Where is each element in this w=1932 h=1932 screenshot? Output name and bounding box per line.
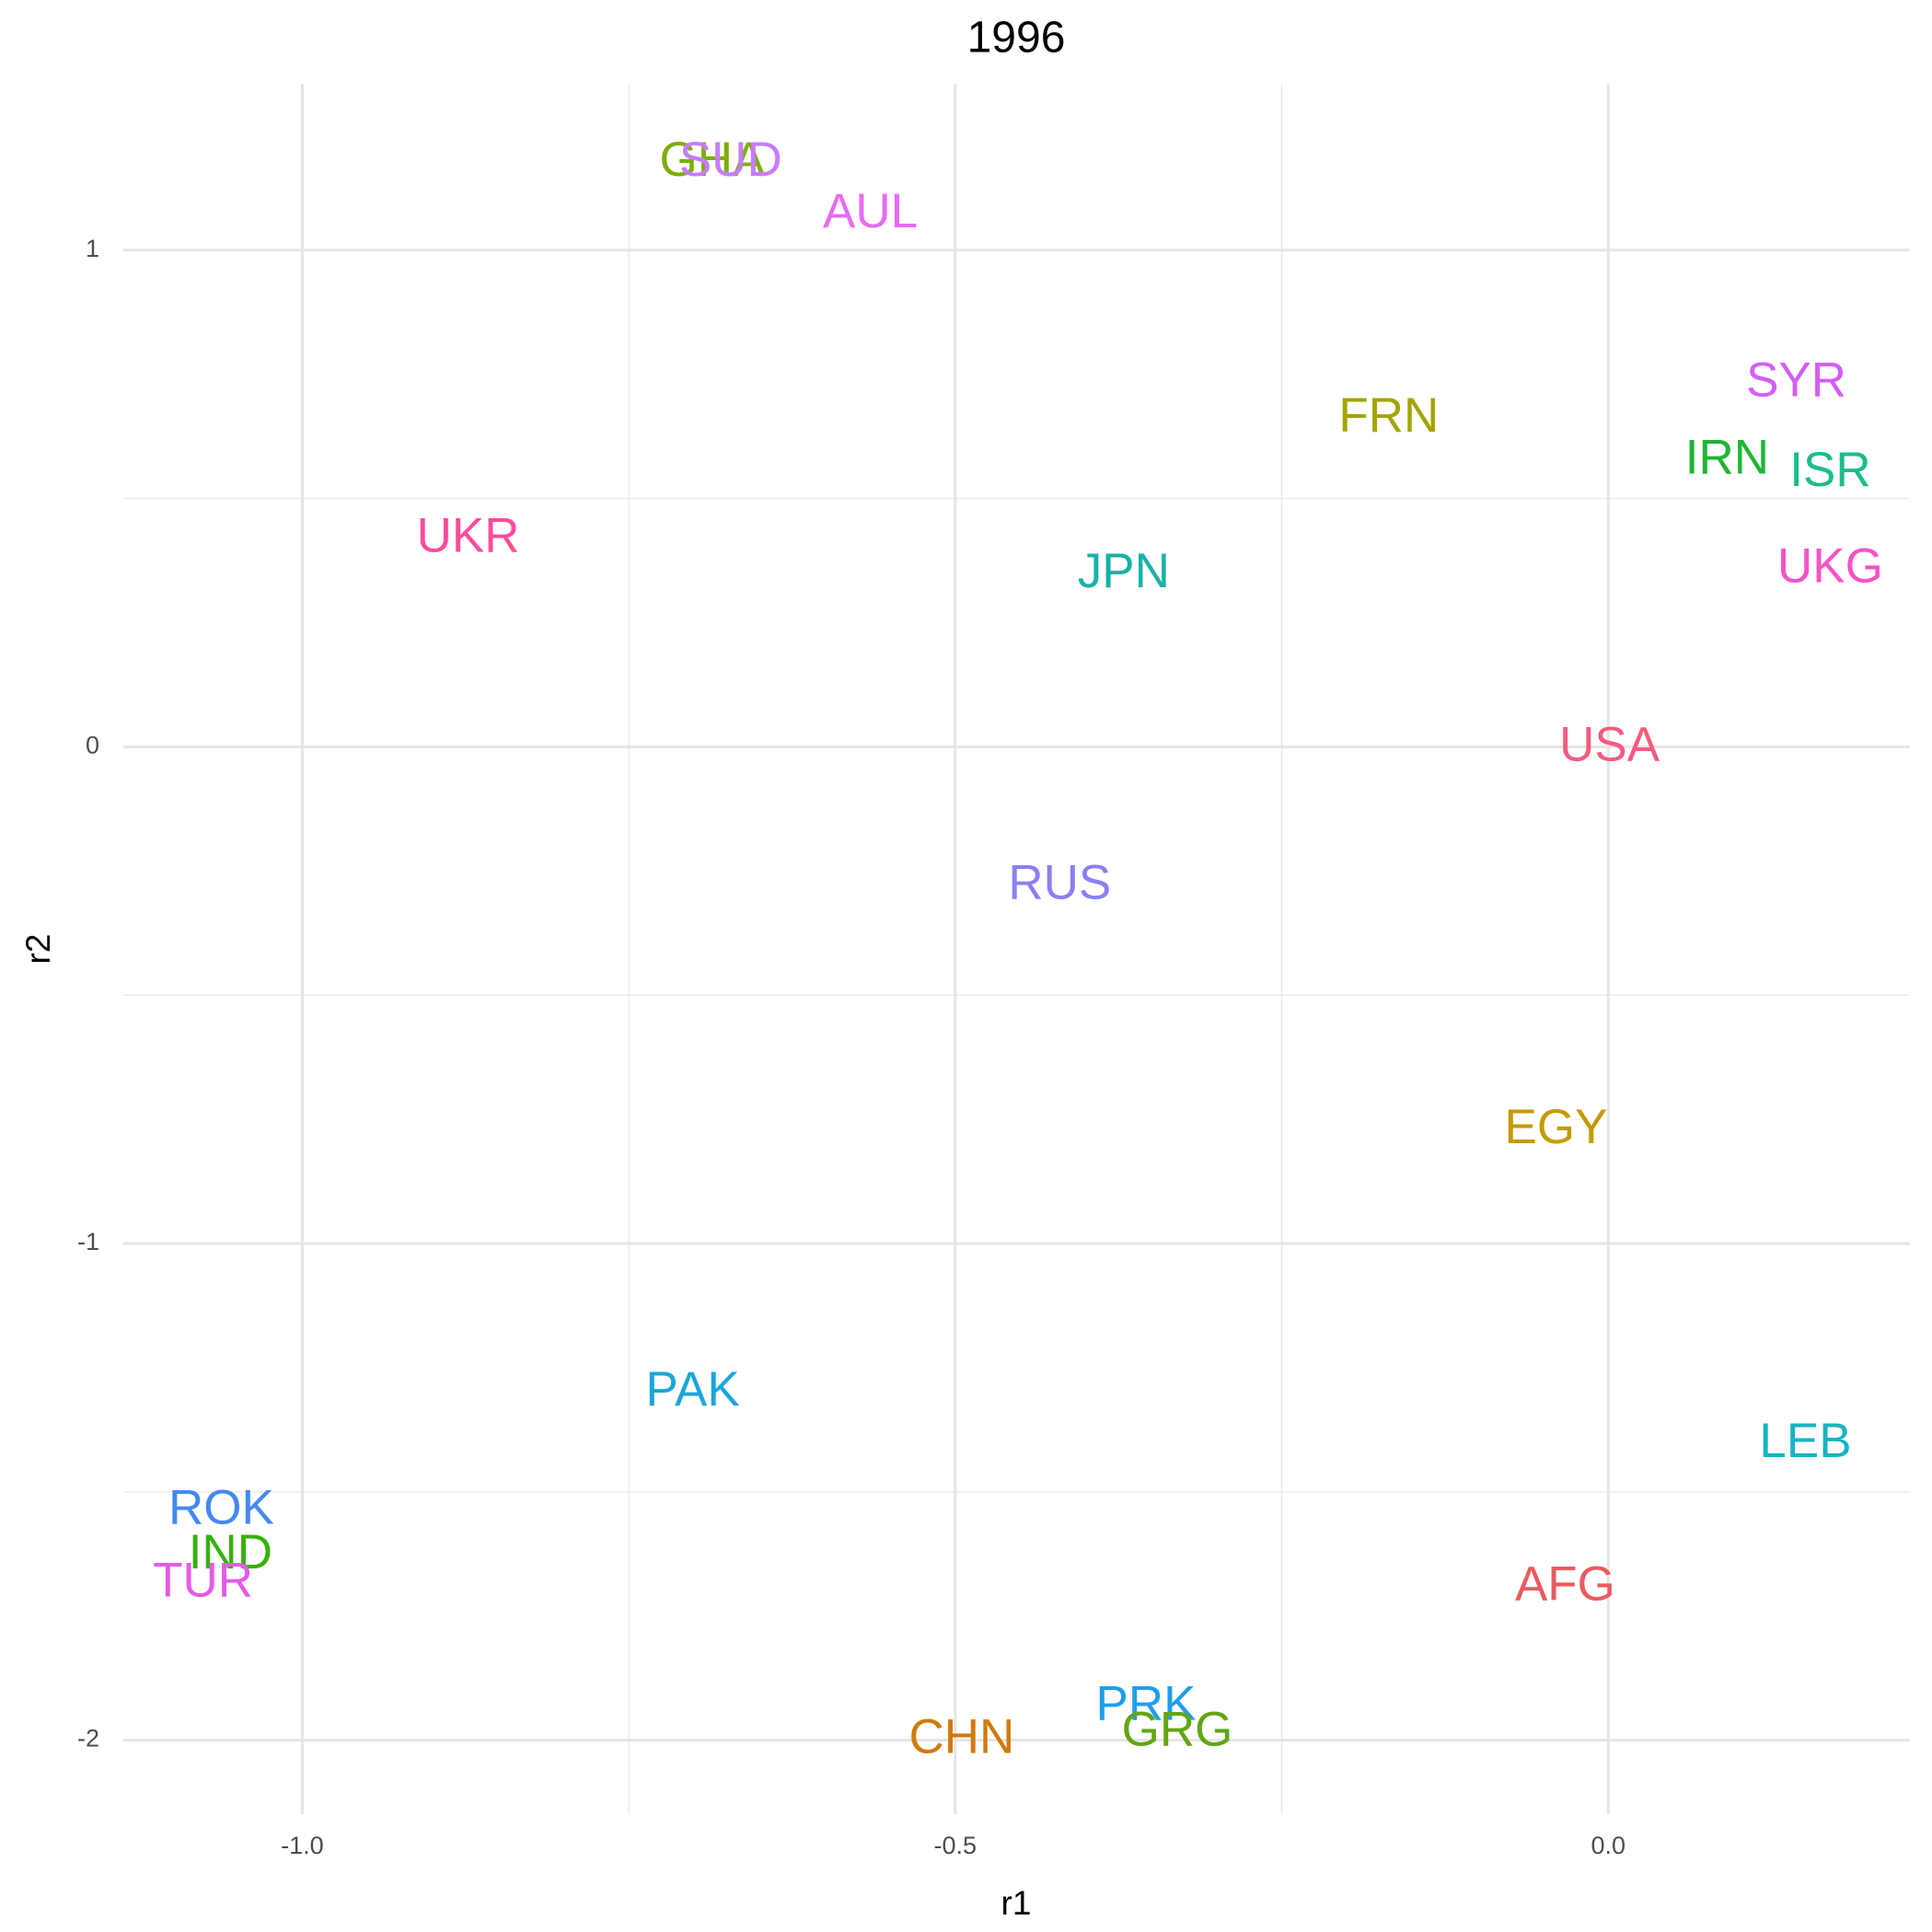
- point-label: IND: [189, 1525, 272, 1579]
- point-label: UKR: [417, 508, 520, 562]
- point-label: PRK: [1095, 1676, 1196, 1730]
- point-label: CHN: [908, 1710, 1014, 1764]
- point-label: UKG: [1777, 539, 1883, 594]
- y-tick-label: 1: [86, 235, 99, 262]
- point-label: EGY: [1505, 1100, 1608, 1154]
- point-label: SYR: [1746, 353, 1846, 407]
- point-label: FRN: [1338, 388, 1439, 443]
- point-label: AFG: [1515, 1556, 1615, 1611]
- point-label: JPN: [1078, 544, 1170, 598]
- point-label: AUL: [823, 184, 918, 238]
- chart-title: 1996: [967, 14, 1066, 63]
- y-axis-title: r2: [19, 934, 57, 965]
- point-label: PAK: [646, 1362, 740, 1417]
- point-label: USA: [1559, 717, 1660, 771]
- point-label: SUD: [679, 133, 782, 187]
- point-label: LEB: [1759, 1414, 1851, 1468]
- x-tick-label: -1.0: [281, 1832, 324, 1859]
- x-axis-title: r1: [1001, 1884, 1032, 1922]
- y-tick-label: 0: [86, 732, 99, 759]
- point-label: GRG: [1122, 1703, 1233, 1757]
- x-tick-label: -0.5: [934, 1832, 978, 1859]
- y-tick-label: -1: [77, 1228, 99, 1255]
- point-label: TUR: [153, 1554, 253, 1608]
- point-label: IRN: [1685, 431, 1769, 485]
- x-tick-label: 0.0: [1591, 1832, 1625, 1859]
- y-tick-label: -2: [77, 1725, 99, 1753]
- point-label: GHA: [659, 133, 766, 187]
- point-label: ISR: [1789, 443, 1870, 497]
- point-label: RUS: [1008, 855, 1111, 909]
- point-label: ROK: [168, 1480, 274, 1534]
